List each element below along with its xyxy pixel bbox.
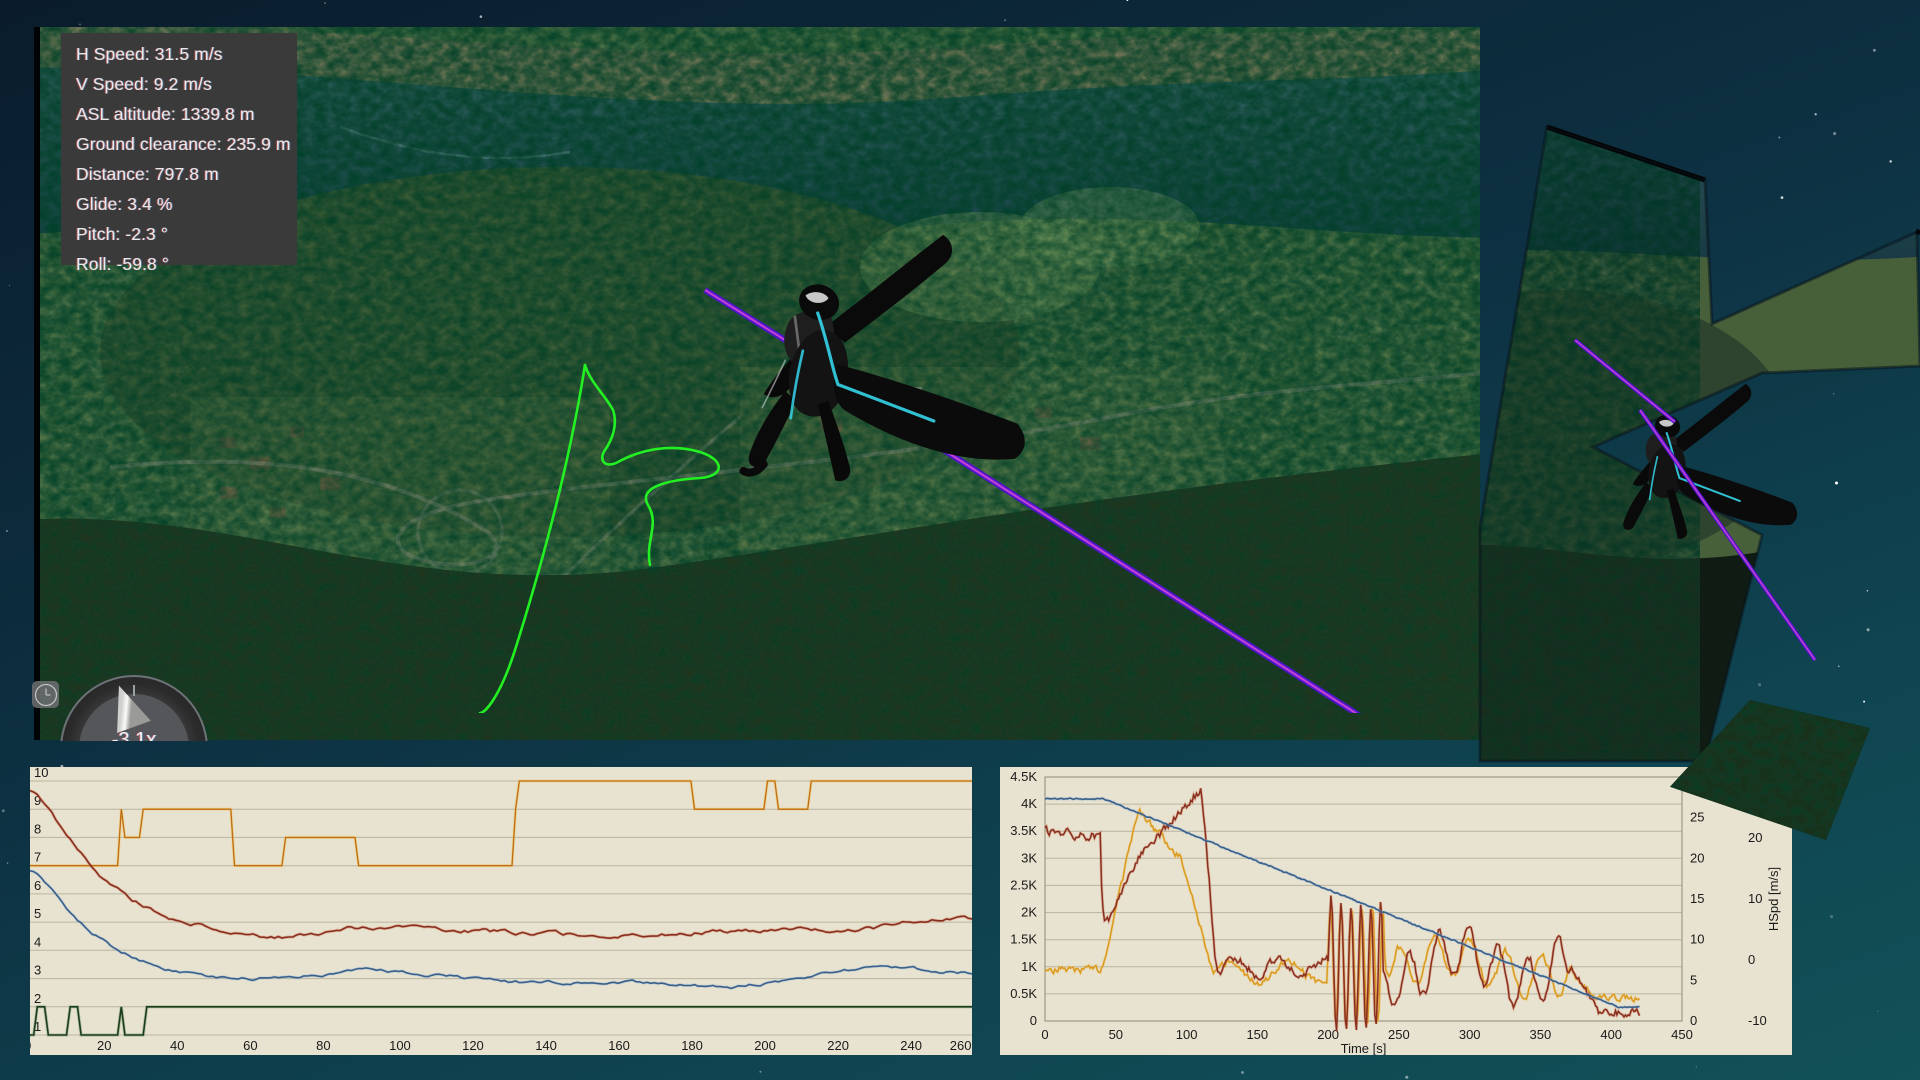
svg-text:10: 10 bbox=[34, 767, 48, 780]
svg-text:100: 100 bbox=[1176, 1027, 1198, 1042]
svg-text:4.5K: 4.5K bbox=[1010, 769, 1037, 784]
svg-text:0: 0 bbox=[30, 1038, 31, 1053]
svg-text:3.5K: 3.5K bbox=[1010, 823, 1037, 838]
svg-text:Time [s]: Time [s] bbox=[1341, 1041, 1387, 1055]
svg-text:2.5K: 2.5K bbox=[1010, 877, 1037, 892]
svg-text:220: 220 bbox=[827, 1038, 849, 1053]
svg-text:60: 60 bbox=[243, 1038, 257, 1053]
svg-text:0: 0 bbox=[1041, 1027, 1048, 1042]
svg-text:1K: 1K bbox=[1021, 959, 1037, 974]
svg-text:20: 20 bbox=[1690, 850, 1704, 865]
svg-text:400: 400 bbox=[1600, 1027, 1622, 1042]
svg-text:80: 80 bbox=[316, 1038, 330, 1053]
svg-text:0: 0 bbox=[1690, 1013, 1697, 1028]
svg-text:3K: 3K bbox=[1021, 850, 1037, 865]
svg-text:4K: 4K bbox=[1021, 796, 1037, 811]
svg-text:7: 7 bbox=[34, 850, 41, 865]
svg-text:250: 250 bbox=[1388, 1027, 1410, 1042]
svg-text:3: 3 bbox=[34, 963, 41, 978]
svg-text:260: 260 bbox=[950, 1038, 972, 1053]
svg-text:350: 350 bbox=[1530, 1027, 1552, 1042]
svg-text:20: 20 bbox=[1748, 830, 1762, 845]
svg-text:450: 450 bbox=[1671, 1027, 1693, 1042]
svg-text:6: 6 bbox=[34, 878, 41, 893]
svg-text:2K: 2K bbox=[1021, 905, 1037, 920]
svg-text:15: 15 bbox=[1690, 891, 1704, 906]
svg-text:120: 120 bbox=[462, 1038, 484, 1053]
svg-text:4: 4 bbox=[34, 934, 41, 949]
svg-text:0: 0 bbox=[1748, 952, 1755, 967]
svg-text:1.5K: 1.5K bbox=[1010, 932, 1037, 947]
svg-text:25: 25 bbox=[1690, 810, 1704, 825]
svg-text:300: 300 bbox=[1459, 1027, 1481, 1042]
svg-text:5: 5 bbox=[1690, 972, 1697, 987]
svg-text:40: 40 bbox=[170, 1038, 184, 1053]
svg-text:200: 200 bbox=[754, 1038, 776, 1053]
svg-text:2: 2 bbox=[34, 991, 41, 1006]
svg-text:HSpd [m/s]: HSpd [m/s] bbox=[1766, 867, 1781, 931]
svg-text:100: 100 bbox=[389, 1038, 411, 1053]
svg-text:10: 10 bbox=[1748, 891, 1762, 906]
svg-text:0.5K: 0.5K bbox=[1010, 986, 1037, 1001]
svg-text:160: 160 bbox=[608, 1038, 630, 1053]
svg-text:8: 8 bbox=[34, 821, 41, 836]
svg-text:240: 240 bbox=[900, 1038, 922, 1053]
svg-text:10: 10 bbox=[1690, 932, 1704, 947]
svg-text:50: 50 bbox=[1109, 1027, 1123, 1042]
svg-text:-10: -10 bbox=[1748, 1013, 1767, 1028]
svg-text:5: 5 bbox=[34, 906, 41, 921]
svg-text:140: 140 bbox=[535, 1038, 557, 1053]
svg-text:20: 20 bbox=[97, 1038, 111, 1053]
svg-text:150: 150 bbox=[1246, 1027, 1268, 1042]
svg-text:180: 180 bbox=[681, 1038, 703, 1053]
svg-text:0: 0 bbox=[1030, 1013, 1037, 1028]
